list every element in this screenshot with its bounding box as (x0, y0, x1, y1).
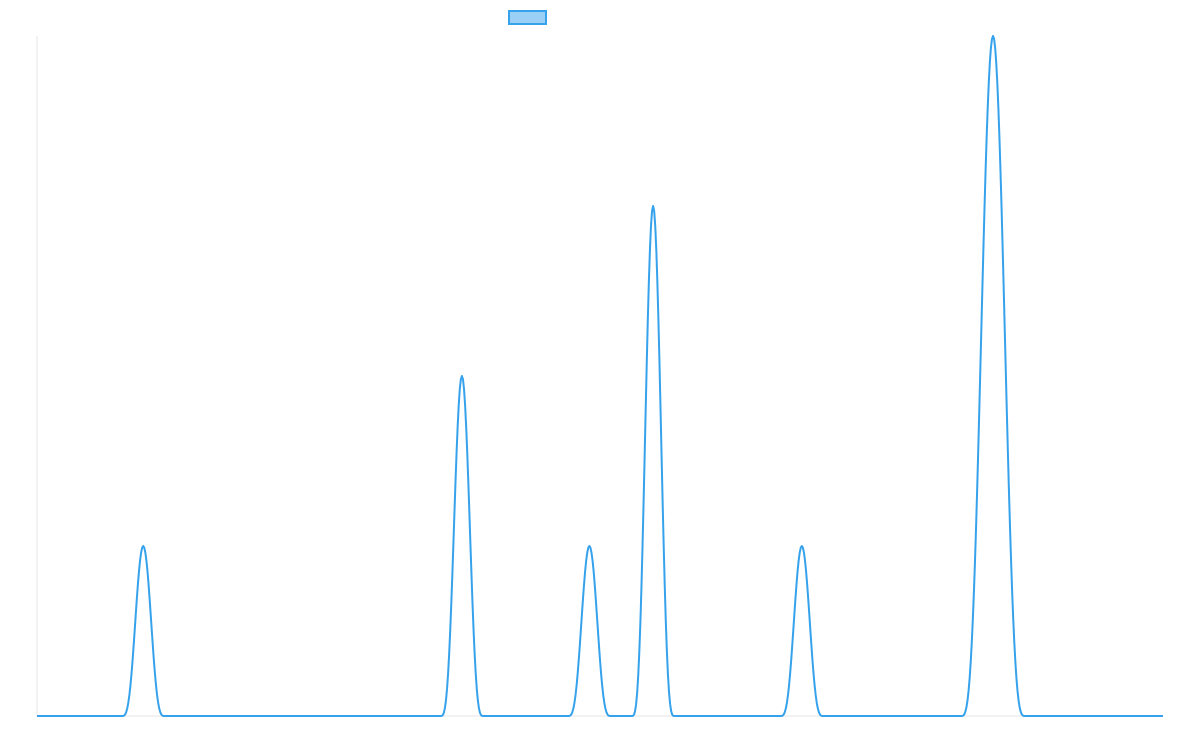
legend-swatch[interactable] (508, 10, 547, 25)
series-line-0 (37, 35, 1163, 717)
